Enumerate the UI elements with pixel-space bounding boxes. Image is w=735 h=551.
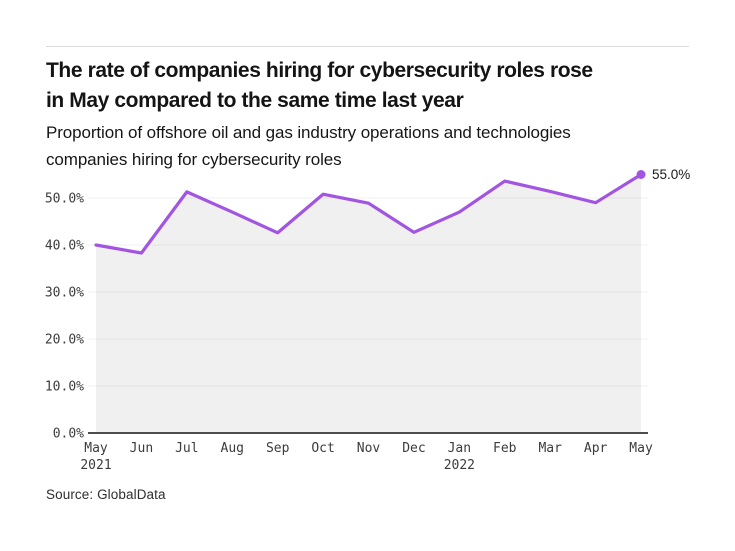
chart-subtitle: Proportion of offshore oil and gas indus… xyxy=(46,119,571,173)
chart-title: The rate of companies hiring for cyberse… xyxy=(46,56,593,116)
chart-title-line-2: in May compared to the same time last ye… xyxy=(46,89,464,112)
x-tick-label: Aug xyxy=(221,441,244,456)
x-tick-label: May xyxy=(84,441,108,456)
last-point-marker xyxy=(636,170,646,179)
x-tick-label: Jan xyxy=(448,441,471,456)
trend-line xyxy=(94,172,643,255)
x-year-label: 2021 xyxy=(80,458,111,473)
area-fill xyxy=(96,174,642,433)
x-tick-label: Oct xyxy=(311,441,334,456)
chart-subtitle-line-1: Proportion of offshore oil and gas indus… xyxy=(46,123,571,142)
x-tick-label: Apr xyxy=(584,441,608,456)
y-tick-label: 0.0% xyxy=(53,427,84,442)
x-tick-label: Nov xyxy=(357,441,381,456)
top-divider xyxy=(46,46,689,47)
x-tick-label: Feb xyxy=(493,441,517,456)
x-tick-label: Jul xyxy=(175,441,198,456)
y-tick-label: 30.0% xyxy=(45,286,84,301)
source-credit: Source: GlobalData xyxy=(46,487,166,502)
y-tick-label: 50.0% xyxy=(45,192,84,207)
last-point-label: 55.0% xyxy=(652,167,690,182)
x-tick-label: May xyxy=(629,441,653,456)
chart-title-line-1: The rate of companies hiring for cyberse… xyxy=(46,59,593,82)
chart-subtitle-line-2: companies hiring for cybersecurity roles xyxy=(46,150,342,169)
line-chart: 0.0% 10.0% 20.0% 30.0% 40.0% 50.0% 55.0% May Jun… xyxy=(45,167,690,473)
x-year-label: 2022 xyxy=(444,458,475,473)
y-tick-label: 40.0% xyxy=(45,239,84,254)
y-tick-label: 10.0% xyxy=(45,380,84,395)
x-tick-label: Mar xyxy=(538,441,562,456)
x-tick-label: Jun xyxy=(130,441,153,456)
y-tick-label: 20.0% xyxy=(45,333,84,348)
x-tick-label: Sep xyxy=(266,441,290,456)
x-tick-label: Dec xyxy=(402,441,425,456)
